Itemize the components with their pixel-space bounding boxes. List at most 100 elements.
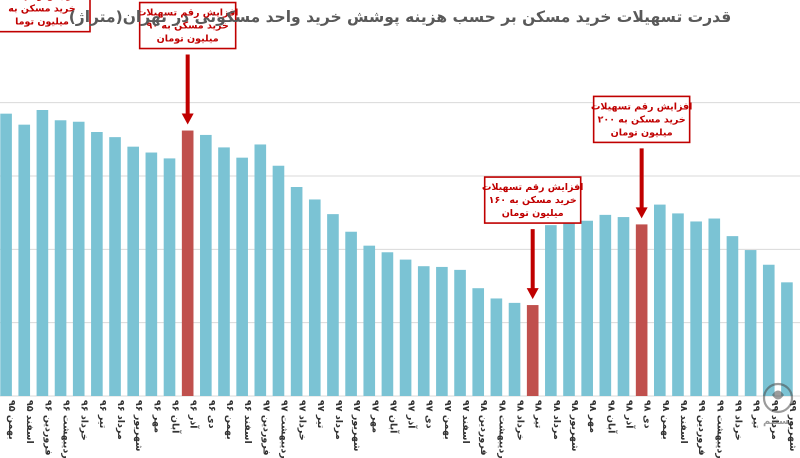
bar [254,144,267,396]
bar [381,252,394,396]
annotation-arrow-head [635,207,648,219]
x-tick-label: آبان ۹۷ [387,400,400,434]
x-tick-label: شهریور ۹۶ [133,400,144,451]
bar [163,158,176,396]
x-tick-label: بهمن ۹۸ [660,400,671,440]
x-tick-label: آذر ۹۸ [623,400,636,429]
x-tick-label: مرداد ۹۶ [115,400,126,440]
annotation-text: میلیون توما [15,17,69,28]
x-tick-label: مهر ۹۸ [587,400,598,433]
x-tick-label: آذر ۹۷ [406,400,419,429]
x-tick-label: خرداد ۹۹ [732,400,743,441]
x-tick-label: تیر ۹۸ [533,400,544,428]
watermark-label: تسنیم [763,416,793,427]
x-tick-label: بهمن ۹۵ [6,400,17,440]
bar [417,266,430,396]
annotation-text: خرید مسکن به [8,4,75,15]
annotation-text: خرید مسکن به ۲۰۰ [598,114,686,125]
x-tick-label: فروردین ۹۶ [42,400,53,455]
bar [781,282,793,396]
bar [272,165,285,396]
annotation-arrow-head [181,113,194,125]
x-tick-label: مرداد ۹۹ [769,400,780,440]
x-tick-label: فروردین ۹۸ [478,400,489,455]
bar [109,137,121,396]
annotation-text: افزایش رقم تسه [2,0,82,2]
annotation: افزایش رقم تسهیلات خرید مسکن به ۲۰۰ میلیون… [591,95,693,219]
annotation: افزایش رقم تسه خرید مسکن به میلیون توما [0,0,91,33]
annotation-text: افزایش رقم تسهیلات [482,182,584,193]
x-tick-label: مهر ۹۷ [369,400,380,433]
x-tick-label: شهریور ۹۹ [787,400,798,451]
x-tick-label: خرداد ۹۷ [297,400,308,441]
annotation-text: میلیون تومان [157,34,219,45]
x-tick-label: اردیبهشت ۹۶ [61,400,72,458]
bar-highlighted [635,224,648,396]
bar [0,113,12,397]
bars [0,110,793,397]
bar [490,298,503,396]
x-tick-label: آذر ۹۶ [188,400,201,429]
bar [653,204,666,396]
annotation-box [592,95,691,144]
x-tick-label: مرداد ۹۷ [333,400,344,440]
x-tick-label: خرداد ۹۸ [515,400,526,441]
annotation-text: میلیون تومان [611,127,673,138]
bar [363,245,376,396]
x-tick-label: دی ۹۸ [642,400,653,429]
agency-logo-mark [772,390,784,400]
chart-title: قدرت تسهیلات خرید مسکن بر حسب هزینه پوشش… [69,8,732,27]
x-tick-label: اسفند ۹۷ [460,400,471,444]
bar [708,218,721,396]
x-axis-ticks: بهمن ۹۵ اسفند ۹۵ فروردین ۹۶ اردیبهشت ۹۶ خردا… [6,400,798,458]
bar [672,213,684,396]
x-tick-label: بهمن ۹۷ [442,400,453,440]
bar-highlighted [181,130,194,397]
x-tick-label: شهریور ۹۸ [569,400,580,451]
annotation-box [483,176,582,224]
bar [472,288,485,396]
bar-highlighted [526,305,539,396]
bar [436,266,448,396]
bar [726,236,739,396]
x-tick-label: اردیبهشت ۹۷ [278,400,289,458]
x-tick-label: اردیبهشت ۹۹ [714,400,725,458]
annotation-text: افزایش رقم تسهیلات [137,8,239,19]
bar [36,110,49,396]
x-tick-label: مرداد ۹۸ [551,400,562,440]
annotation-text: میلیون تومان [502,208,564,219]
bar [145,152,158,396]
bar [236,157,248,396]
bar [308,199,321,396]
bar [91,132,103,396]
annotation: افزایش رقم تسهیلات خرید مسکن به ۱۶۰ میلیون… [482,176,584,300]
x-tick-label: مهر ۹۶ [151,400,162,433]
annotation-text: افزایش رقم تسهیلات [591,101,693,112]
bar [545,225,557,396]
bar [617,217,630,396]
bar [454,269,466,396]
x-tick-label: فروردین ۹۷ [260,400,271,455]
annotation-text: خرید مسکن به ۱۶۰ [489,195,577,206]
bar [218,147,230,396]
bar [54,120,67,397]
bar [744,250,757,396]
x-tick-label: اردیبهشت ۹۸ [496,400,507,458]
bar [127,146,140,396]
bar [762,264,775,396]
annotation-box [138,1,237,50]
x-tick-label: تیر ۹۶ [97,400,108,428]
watermark: تسنیم [762,382,793,427]
x-tick-label: آبان ۹۶ [170,400,183,434]
bar [563,217,575,396]
x-tick-label: شهریور ۹۷ [351,400,362,451]
annotation-text: خرید مسکن به ۹۰ [147,21,229,32]
bar [599,214,612,396]
bar [508,302,521,396]
bar [18,124,31,397]
bar [72,121,85,396]
x-tick-label: تیر ۹۷ [315,400,326,428]
bar [399,259,412,396]
